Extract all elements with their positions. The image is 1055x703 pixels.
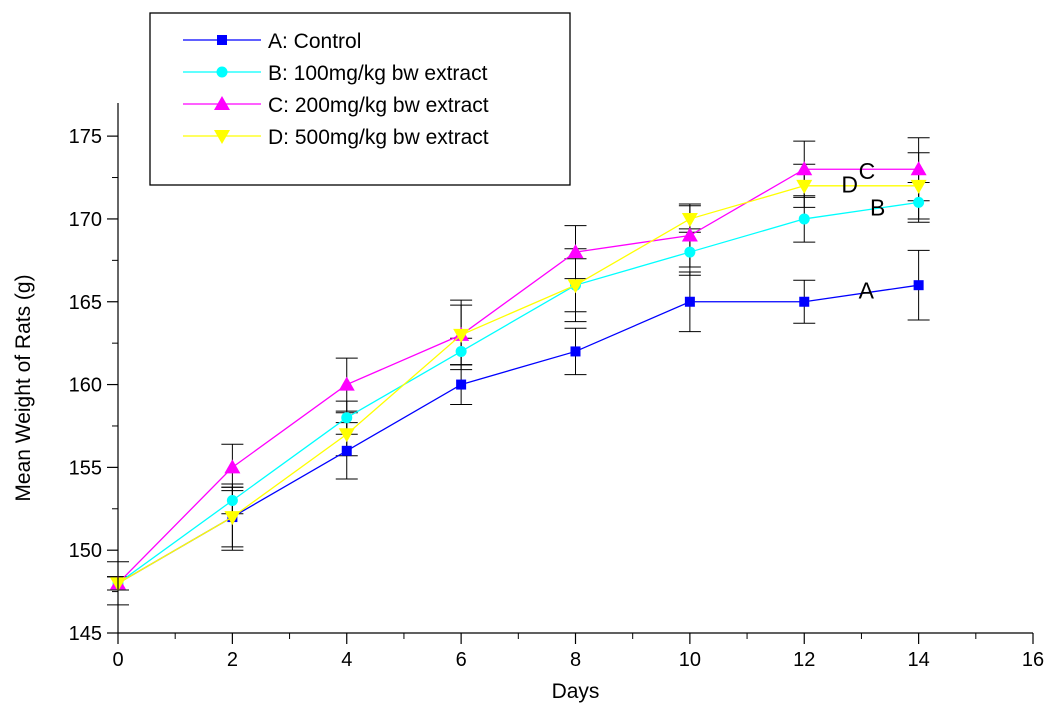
data-point [684,247,695,258]
y-tick-label: 155 [69,457,102,479]
legend: A: Control B: 100mg/kg bw extract C: 200mg… [150,13,570,185]
data-point [799,213,810,224]
data-point [224,459,240,473]
data-point [913,197,924,208]
data-point [685,297,695,307]
error-bars-c [107,138,930,590]
error-bars-b [107,183,930,590]
x-tick-label: 8 [570,649,581,671]
series-line [118,169,919,583]
data-point [342,446,352,456]
series-end-label: B [870,195,885,221]
data-point [339,377,355,391]
data-point [682,228,698,242]
series-end-label: D [841,171,858,197]
y-axis-title: Mean Weight of Rats (g) [12,274,35,501]
series-end-label: C [859,158,876,184]
legend-marker [217,35,227,45]
x-tick-label: 0 [112,649,123,671]
data-point [914,280,924,290]
data-point [911,161,927,175]
legend-marker [217,67,228,78]
y-tick-label: 165 [69,292,102,314]
data-point [682,213,698,227]
series-line [118,202,919,583]
y-tick-label: 150 [69,540,102,562]
x-tick-label: 10 [679,649,701,671]
y-tick-label: 160 [69,375,102,397]
y-tick-label: 175 [69,126,102,148]
legend-label: B: 100mg/kg bw extract [268,62,488,85]
legend-label: C: 200mg/kg bw extract [268,94,489,117]
series-line [118,186,919,584]
data-point [341,412,352,423]
series-b [113,197,925,589]
data-point [456,380,466,390]
y-tick-label: 170 [69,209,102,231]
data-point [339,428,355,442]
legend-label: D: 500mg/kg bw extract [268,126,489,149]
plot-area: A BCD [107,138,930,605]
x-axis-title: Days [552,680,600,703]
data-point [227,495,238,506]
data-point [456,346,467,357]
data-point [571,346,581,356]
y-axis-ticks: 145 150 155 160 165 170 175 [69,126,118,645]
data-point [911,180,927,194]
legend-label: A: Control [268,30,361,53]
x-tick-label: 2 [227,649,238,671]
data-point [796,161,812,175]
x-tick-label: 14 [908,649,930,671]
series-line [118,285,919,583]
data-point [799,297,809,307]
series-end-label: A [859,277,875,303]
x-tick-label: 12 [793,649,815,671]
x-tick-label: 6 [456,649,467,671]
x-tick-label: 4 [341,649,352,671]
data-point [224,511,240,525]
axes: 0 2 4 6 8 10 12 14 16 145 150 155 160 165 170 175 [69,103,1045,671]
data-point [568,279,584,293]
series-a [113,280,924,588]
x-tick-label: 16 [1022,649,1044,671]
y-tick-label: 145 [69,623,102,645]
x-axis-ticks: 0 2 4 6 8 10 12 14 16 [112,633,1044,671]
